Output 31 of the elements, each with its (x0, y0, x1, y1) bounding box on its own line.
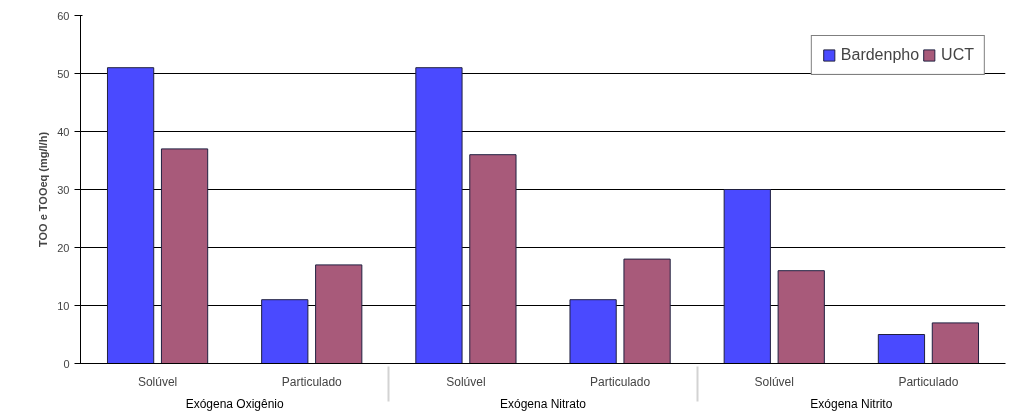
bar (569, 299, 617, 364)
bar (777, 270, 825, 364)
x-tick-label: Solúvel (446, 374, 486, 389)
bar (723, 189, 771, 364)
text: Exógena Nitrato (499, 396, 587, 411)
x-tick-label: Particulado (898, 374, 959, 389)
x-tick-label: Particulado (281, 374, 343, 389)
legend-label: Bardenpho (840, 46, 920, 64)
bar (415, 67, 463, 364)
bar (877, 334, 926, 364)
y-tick-label: 50 (57, 67, 70, 80)
y-tick-label: 0 (63, 357, 70, 370)
legend-label: UCT (941, 46, 974, 64)
x-tick-label: Particulado (590, 374, 651, 389)
y-tick-label: 40 (57, 125, 70, 138)
bar (931, 322, 980, 364)
text: Exógena Oxigênio (185, 396, 285, 411)
y-tick-label: 30 (57, 183, 70, 196)
bar (315, 264, 363, 364)
x-tick-label: Solúvel (137, 374, 178, 389)
bar (469, 154, 517, 364)
x-tick-label: Solúvel (754, 374, 794, 389)
y-tick-label: 10 (57, 299, 70, 312)
bar (261, 299, 309, 364)
bar (106, 67, 155, 364)
bar (623, 258, 671, 364)
text: Exógena Nitrito (810, 396, 893, 411)
y-tick-label: 60 (57, 9, 70, 22)
y-axis-title: TOO e TOOeq (mg/l/h) (37, 131, 50, 248)
bar (160, 148, 209, 364)
y-tick-label: 20 (57, 241, 70, 254)
